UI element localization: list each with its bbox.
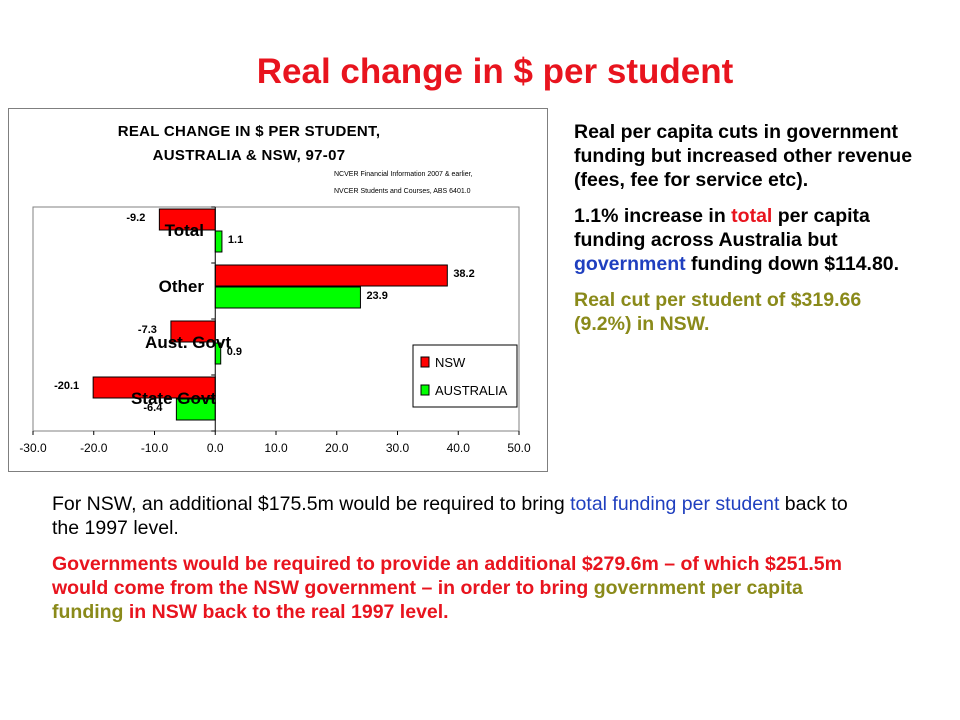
x-tick-label: 20.0 [325, 441, 349, 455]
legend-label-australia: AUSTRALIA [435, 383, 508, 398]
slide-title: Real change in $ per student [256, 52, 734, 91]
data-label: -7.3 [138, 324, 157, 336]
data-label: 38.2 [453, 268, 474, 280]
bottom-paragraph-1: For NSW, an additional $175.5m would be … [52, 493, 848, 539]
legend-swatch-nsw [420, 356, 430, 368]
x-tick-label: -30.0 [19, 441, 47, 455]
x-tick-label: -10.0 [141, 441, 169, 455]
bar-nsw-other [214, 264, 448, 287]
data-label: -6.4 [143, 402, 163, 414]
category-label: State Govt [131, 389, 216, 408]
bottom-paragraph-2: Governments would be required to provide… [52, 553, 842, 623]
right-paragraph-1: Real per capita cuts in government fundi… [574, 121, 913, 191]
legend-box [412, 344, 518, 408]
right-text-block: Real per capita cuts in government fundi… [574, 120, 914, 348]
bar-australia-total [214, 230, 223, 253]
chart-title-line-1: REAL CHANGE IN $ PER STUDENT, [117, 123, 381, 140]
category-label: Other [159, 277, 205, 296]
bar-australia-other [214, 286, 361, 309]
x-tick-label: 10.0 [264, 441, 288, 455]
data-label: -20.1 [54, 380, 79, 392]
legend-label-nsw: NSW [435, 355, 466, 370]
x-tick-label: 40.0 [447, 441, 471, 455]
chart-source-line-1: NCVER Financial Information 2007 & earli… [334, 171, 473, 178]
right-paragraph-3: Real cut per student of $319.66 (9.2%) i… [574, 289, 862, 335]
x-tick-label: -20.0 [80, 441, 108, 455]
legend-swatch-australia [420, 384, 430, 396]
data-label: 1.1 [228, 234, 243, 246]
category-label: Aust. Govt [145, 333, 231, 352]
data-label: -9.2 [126, 212, 145, 224]
category-label: Total [165, 221, 204, 240]
right-paragraph-2: 1.1% increase in total per capita fundin… [574, 205, 900, 275]
x-tick-label: 30.0 [386, 441, 410, 455]
chart-frame: REAL CHANGE IN $ PER STUDENT, AUSTRALIA … [8, 108, 548, 472]
x-tick-label: 50.0 [507, 441, 531, 455]
bottom-text-block: For NSW, an additional $175.5m would be … [52, 492, 852, 636]
highlight-government-funding: government per capita funding [52, 577, 803, 623]
data-label: 0.9 [227, 346, 242, 358]
chart-source-line-2: NVCER Students and Courses, ABS 6401.0 [334, 188, 471, 195]
bar-chart: -30.0 -20.0 -10.0 0.0 10.0 20.0 30.0 40.0 50.0 -9… [19, 206, 531, 455]
x-tick-label: 0.0 [207, 441, 224, 455]
highlight-total-funding: total funding per student [570, 493, 780, 515]
chart-title-line-2: AUSTRALIA & NSW, 97-07 [152, 147, 346, 164]
data-label: 23.9 [366, 290, 387, 302]
highlight-government: government [574, 253, 686, 275]
highlight-total: total [731, 205, 773, 227]
